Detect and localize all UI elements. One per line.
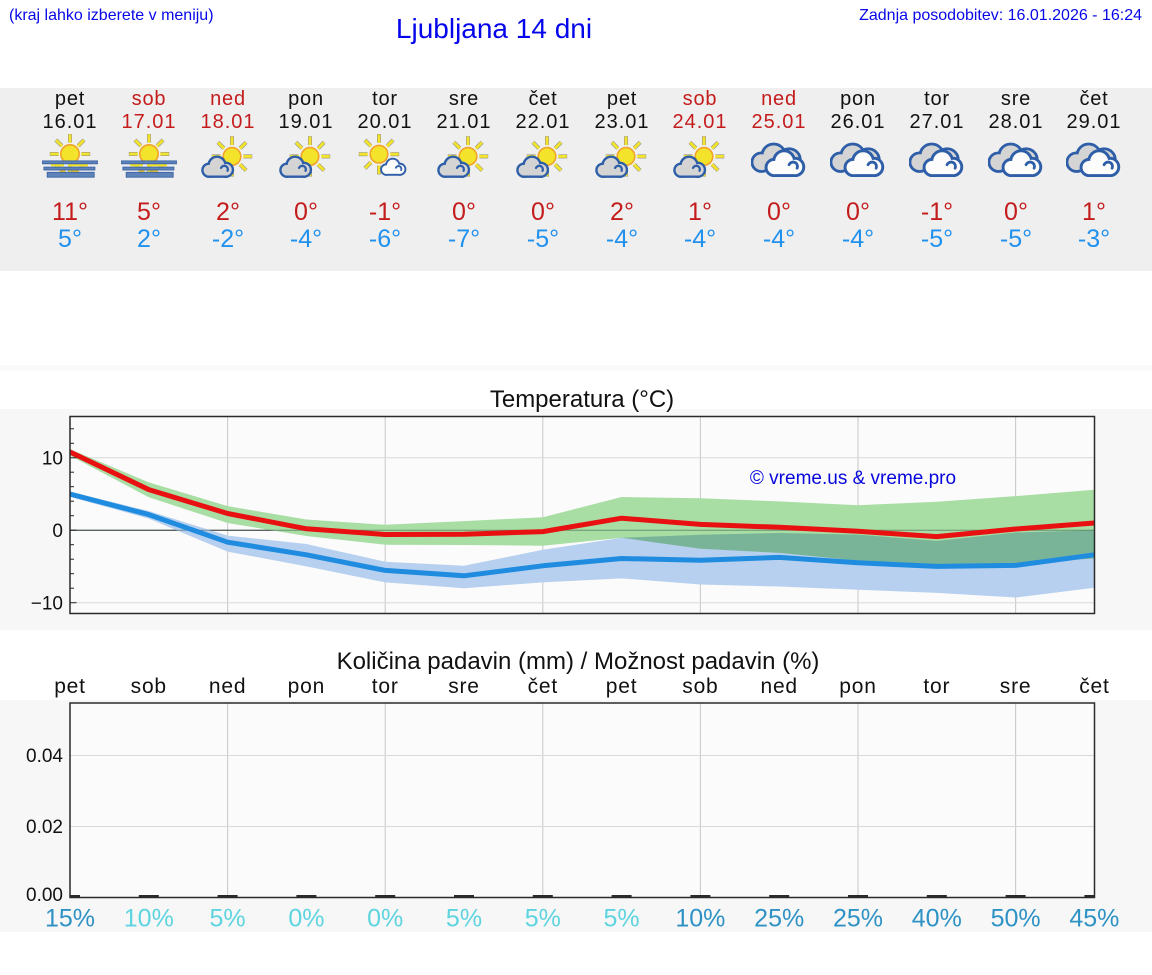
- svg-text:tor: tor: [372, 675, 399, 698]
- svg-text:0.00: 0.00: [26, 885, 63, 906]
- svg-text:0%: 0%: [367, 905, 403, 933]
- svg-text:0%: 0%: [288, 905, 324, 933]
- svg-text:tor: tor: [923, 675, 950, 698]
- svg-text:čet: čet: [528, 675, 558, 698]
- svg-text:sob: sob: [131, 675, 167, 698]
- svg-text:0: 0: [52, 521, 63, 542]
- svg-text:Količina padavin (mm) / Možnos: Količina padavin (mm) / Možnost padavin …: [337, 648, 820, 675]
- svg-text:pet: pet: [606, 675, 638, 698]
- svg-text:25%: 25%: [833, 905, 883, 933]
- svg-text:sre: sre: [1000, 675, 1032, 698]
- svg-text:© vreme.us & vreme.pro: © vreme.us & vreme.pro: [750, 468, 956, 489]
- svg-text:Temperatura (°C): Temperatura (°C): [490, 386, 674, 413]
- svg-text:25%: 25%: [754, 905, 804, 933]
- svg-text:0.02: 0.02: [26, 817, 63, 838]
- svg-text:−10: −10: [31, 593, 63, 614]
- svg-text:sob: sob: [682, 675, 718, 698]
- svg-text:5%: 5%: [210, 905, 246, 933]
- svg-text:sre: sre: [448, 675, 480, 698]
- svg-text:10%: 10%: [124, 905, 174, 933]
- svg-text:5%: 5%: [446, 905, 482, 933]
- svg-text:pet: pet: [54, 675, 86, 698]
- svg-text:40%: 40%: [912, 905, 962, 933]
- svg-text:5%: 5%: [525, 905, 561, 933]
- svg-text:pon: pon: [288, 675, 325, 698]
- svg-text:45%: 45%: [1069, 905, 1119, 933]
- svg-text:15%: 15%: [45, 905, 95, 933]
- svg-text:čet: čet: [1079, 675, 1109, 698]
- svg-text:ned: ned: [209, 675, 246, 698]
- svg-text:ned: ned: [760, 675, 797, 698]
- svg-text:10: 10: [42, 449, 63, 470]
- svg-text:0.04: 0.04: [26, 746, 63, 767]
- svg-text:50%: 50%: [991, 905, 1041, 933]
- svg-text:10%: 10%: [675, 905, 725, 933]
- svg-text:pon: pon: [839, 675, 876, 698]
- svg-text:5%: 5%: [604, 905, 640, 933]
